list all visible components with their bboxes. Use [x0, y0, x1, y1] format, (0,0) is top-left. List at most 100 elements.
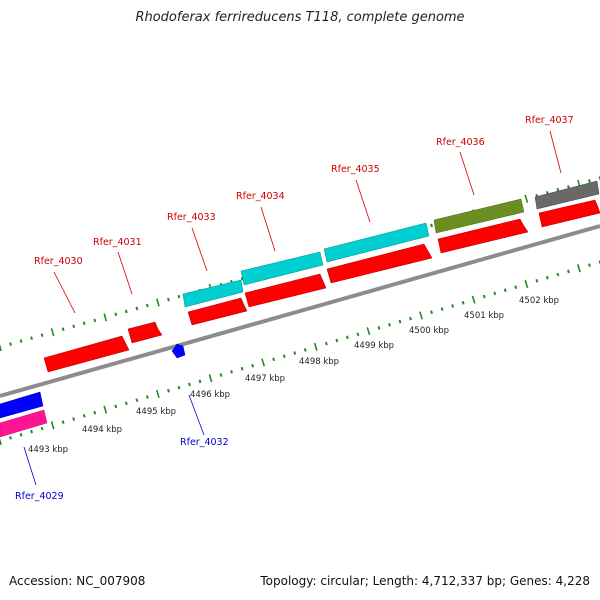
- label-leader-lines: [23, 130, 562, 486]
- outer-track-minor-tick: [240, 277, 244, 281]
- inner-track-minor-tick: [145, 395, 149, 399]
- gene-rfer-4035[interactable]: [326, 243, 433, 284]
- inner-track-minor-tick: [167, 388, 170, 393]
- genome-backbone: [0, 224, 600, 398]
- outer-track-minor-tick: [61, 327, 65, 332]
- gene-rfer-4029-blue[interactable]: [0, 391, 44, 419]
- kbp-scale-labels: 4493 kbp 4494 kbp 4495 kbp 4496 kbp 4497…: [28, 296, 559, 455]
- inner-track-minor-tick: [545, 275, 549, 280]
- gene-rfer-4031[interactable]: [127, 321, 163, 344]
- topology-text: Topology: circular; Length: 4,712,337 bp…: [260, 574, 590, 588]
- inner-track-major-tick: [0, 438, 2, 446]
- inner-track-minor-tick: [40, 426, 44, 431]
- inner-track-major-tick: [524, 279, 529, 289]
- feature-track-outer: [182, 180, 600, 308]
- label-rfer-4031[interactable]: Rfer_4031: [93, 237, 142, 248]
- inner-track-minor-tick: [272, 357, 276, 362]
- gene-rfer-4033-outer[interactable]: [182, 279, 244, 308]
- outer-track-minor-tick: [145, 303, 149, 308]
- outer-track-minor-tick: [72, 324, 76, 329]
- outer-track-minor-tick: [430, 223, 433, 228]
- leader-rfer-4036: [459, 151, 475, 196]
- label-rfer-4037[interactable]: Rfer_4037: [525, 115, 574, 126]
- label-rfer-4029[interactable]: Rfer_4029: [15, 491, 64, 502]
- leader-rfer-4031: [117, 251, 133, 295]
- inner-track-minor-tick: [251, 363, 255, 368]
- label-rfer-4032[interactable]: Rfer_4032: [180, 437, 229, 448]
- reverse-gene-track: [0, 343, 186, 438]
- inner-track-minor-tick: [9, 436, 12, 440]
- inner-track-minor-tick: [82, 414, 86, 418]
- inner-track-minor-tick: [535, 279, 539, 283]
- inner-track-minor-tick: [19, 432, 23, 437]
- gene-rfer-4036[interactable]: [437, 218, 529, 254]
- kbp-label-4499: 4499 kbp: [354, 341, 394, 351]
- inner-track-minor-tick: [588, 263, 591, 267]
- kbp-label-4502: 4502 kbp: [519, 296, 559, 306]
- inner-track-minor-tick: [482, 294, 486, 299]
- inner-track-minor-tick: [398, 319, 402, 324]
- outer-track-minor-tick: [567, 185, 570, 189]
- leader-rfer-4035: [355, 179, 371, 223]
- inner-track-minor-tick: [114, 404, 118, 409]
- leader-rfer-4033: [191, 227, 208, 272]
- label-rfer-4034[interactable]: Rfer_4034: [236, 191, 285, 202]
- kbp-label-4493: 4493 kbp: [28, 445, 68, 455]
- inner-track-minor-tick: [219, 373, 223, 377]
- inner-track-minor-tick: [514, 285, 518, 289]
- outer-track-minor-tick: [135, 306, 139, 311]
- inner-track-minor-tick: [303, 348, 307, 352]
- outer-track-minor-tick: [114, 312, 118, 317]
- kbp-label-4501: 4501 kbp: [464, 311, 504, 321]
- gene-rfer-4036-outer[interactable]: [433, 198, 525, 234]
- inner-track-major-tick: [366, 327, 371, 336]
- leader-rfer-4030: [53, 271, 76, 314]
- inner-track-minor-tick: [503, 288, 507, 293]
- inner-track-minor-tick: [377, 326, 381, 330]
- gene-labels: Rfer_4030 Rfer_4031 Rfer_4033 Rfer_4034 …: [15, 115, 574, 502]
- gene-rfer-4030[interactable]: [43, 335, 130, 373]
- kbp-label-4498: 4498 kbp: [299, 357, 339, 367]
- inner-track-major-tick: [577, 264, 581, 273]
- map-title: Rhodoferax ferrireducens T118, complete …: [135, 10, 465, 25]
- inner-track-minor-tick: [493, 291, 497, 296]
- outer-track-major-tick: [50, 328, 55, 337]
- outer-track-major-tick: [0, 344, 2, 352]
- kbp-label-4497: 4497 kbp: [245, 374, 285, 384]
- outer-track-major-tick: [524, 194, 529, 203]
- gene-rfer-4029-pink[interactable]: [0, 409, 48, 438]
- outer-track-minor-tick: [93, 318, 97, 323]
- inner-track-major-tick: [261, 358, 266, 367]
- inner-track-minor-tick: [409, 316, 412, 321]
- label-rfer-4035[interactable]: Rfer_4035: [331, 164, 380, 175]
- kbp-label-4496: 4496 kbp: [190, 390, 230, 400]
- inner-track-major-tick: [419, 311, 423, 320]
- gene-rfer-4033[interactable]: [187, 297, 248, 326]
- inner-track-minor-tick: [293, 351, 297, 355]
- inner-track-minor-tick: [345, 335, 349, 340]
- inner-track-minor-tick: [324, 341, 328, 346]
- inner-track-minor-tick: [556, 272, 560, 277]
- gene-rfer-4032[interactable]: [171, 343, 186, 359]
- outer-track-minor-tick: [588, 179, 591, 183]
- label-rfer-4033[interactable]: Rfer_4033: [167, 212, 216, 223]
- outer-track-minor-tick: [82, 321, 86, 326]
- outer-track-minor-tick: [167, 297, 170, 302]
- gene-rfer-4034[interactable]: [244, 273, 327, 308]
- gene-rfer-4034-outer[interactable]: [240, 251, 324, 286]
- inner-track-minor-tick: [451, 304, 455, 308]
- inner-track-minor-tick: [282, 354, 286, 358]
- label-rfer-4036[interactable]: Rfer_4036: [436, 137, 485, 148]
- gene-rfer-4035-outer[interactable]: [323, 222, 430, 263]
- gene-rfer-4037-outer[interactable]: [534, 180, 600, 210]
- inner-track-minor-tick: [461, 301, 465, 305]
- gene-rfer-4037[interactable]: [538, 199, 600, 228]
- outer-track-minor-tick: [30, 336, 33, 340]
- inner-track-minor-tick: [93, 410, 97, 415]
- label-rfer-4030[interactable]: Rfer_4030: [34, 256, 83, 267]
- inner-track-minor-tick: [567, 269, 570, 274]
- outer-track-minor-tick: [19, 339, 23, 343]
- inner-track-minor-tick: [335, 338, 339, 343]
- inner-track-minor-tick: [440, 307, 444, 311]
